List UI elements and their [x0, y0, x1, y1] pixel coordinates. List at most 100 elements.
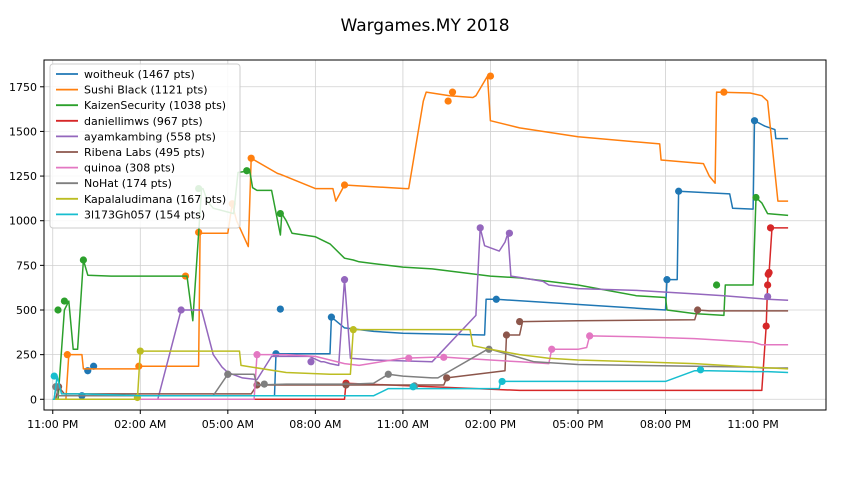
data-point [765, 268, 773, 277]
legend: woitheuk (1467 pts) Sushi Black (1121 pts… [49, 63, 241, 229]
data-point [502, 331, 511, 339]
legend-label: Ribena Labs (495 pts) [84, 146, 205, 159]
legend-item: 3l173Gh057 (154 pts) [56, 208, 205, 221]
data-point [340, 181, 349, 189]
axes: 0 250 500 750 1000 1250 1500 1750 11:00 PM 02:00 … [9, 59, 827, 431]
data-point [675, 187, 683, 195]
x-tick-label: 02:00 PM [465, 418, 516, 431]
x-tick-label: 11:00 PM [27, 418, 78, 431]
legend-item: NoHat (174 pts) [56, 177, 172, 190]
legend-item: ayamkambing (558 pts) [56, 130, 216, 143]
data-point [243, 167, 251, 175]
data-point [327, 313, 336, 321]
y-tick-label: 250 [16, 349, 37, 362]
series-line [52, 348, 789, 401]
series-8 [52, 345, 789, 401]
data-point [307, 358, 315, 366]
legend-item: quinoa (308 pts) [56, 162, 175, 175]
x-tick-label: 08:00 AM [289, 418, 341, 431]
series-lines [50, 72, 789, 402]
legend-label: daniellimws (967 pts) [84, 115, 203, 128]
data-point [492, 295, 500, 303]
data-point [79, 256, 87, 264]
series-7 [52, 332, 789, 401]
legend-label: 3l173Gh057 (154 pts) [84, 208, 205, 221]
y-tick-label: 750 [16, 259, 37, 272]
data-point [764, 293, 772, 301]
data-point [663, 276, 671, 284]
legend-label: woitheuk (1467 pts) [84, 68, 195, 81]
series-9 [52, 326, 789, 402]
series-line [52, 169, 789, 401]
data-point [712, 281, 721, 289]
data-point [54, 306, 62, 314]
legend-label: NoHat (174 pts) [84, 177, 172, 190]
legend-item: woitheuk (1467 pts) [56, 68, 195, 81]
data-point [136, 347, 144, 355]
chart-title: Wargames.MY 2018 [340, 16, 510, 36]
data-point [247, 154, 255, 162]
data-point [764, 281, 772, 289]
legend-box [49, 63, 241, 229]
series-line [52, 75, 789, 401]
data-point [752, 193, 760, 202]
data-point [253, 351, 261, 359]
series-6 [52, 306, 789, 401]
series-10 [50, 366, 789, 401]
legend-item: Kapalaludimana (167 pts) [56, 193, 226, 206]
data-point [586, 332, 594, 340]
y-tick-label: 500 [16, 304, 37, 317]
legend-label: KaizenSecurity (1038 pts) [84, 99, 226, 112]
data-point [720, 88, 728, 96]
x-tick-label: 08:00 PM [640, 418, 691, 431]
data-point [766, 224, 775, 232]
series-line [81, 119, 789, 397]
data-point [63, 351, 71, 359]
legend-label: Kapalaludimana (167 pts) [84, 193, 226, 206]
data-point [409, 383, 417, 391]
legend-label: ayamkambing (558 pts) [84, 130, 216, 143]
data-point [384, 370, 392, 378]
x-tick-label: 05:00 PM [552, 418, 603, 431]
data-point [342, 381, 350, 389]
y-tick-label: 1250 [9, 170, 37, 183]
data-point [90, 362, 98, 370]
data-point [548, 345, 556, 353]
legend-item: Sushi Black (1121 pts) [56, 84, 208, 97]
legend-label: quinoa (308 pts) [84, 162, 175, 175]
data-point [60, 297, 69, 305]
data-point [440, 353, 448, 361]
data-point [276, 305, 284, 313]
data-point [276, 209, 284, 218]
series-3 [52, 167, 789, 401]
data-point [405, 354, 413, 362]
x-tick-label: 05:00 AM [202, 418, 254, 431]
plot-frame [43, 59, 827, 411]
data-point [272, 350, 280, 358]
data-point [443, 374, 451, 382]
data-point [448, 88, 457, 96]
data-point [260, 380, 268, 388]
data-point [762, 322, 770, 330]
data-point [177, 306, 185, 314]
y-tick-label: 1750 [9, 81, 37, 94]
data-point [516, 318, 524, 326]
data-point [498, 377, 506, 386]
x-tick-label: 11:00 PM [727, 418, 778, 431]
data-point [349, 326, 357, 334]
series-line [52, 227, 789, 401]
legend-item: daniellimws (967 pts) [56, 115, 203, 128]
data-point [505, 229, 514, 237]
legend-item: KaizenSecurity (1038 pts) [56, 99, 226, 112]
data-point [224, 370, 232, 378]
x-tick-label: 02:00 AM [114, 418, 166, 431]
data-point [476, 224, 484, 232]
data-point [486, 72, 495, 80]
data-point [750, 117, 759, 125]
legend-label: Sushi Black (1121 pts) [84, 84, 208, 97]
data-point [340, 276, 349, 284]
y-tick-label: 1500 [9, 125, 37, 138]
legend-item: Ribena Labs (495 pts) [56, 146, 205, 159]
